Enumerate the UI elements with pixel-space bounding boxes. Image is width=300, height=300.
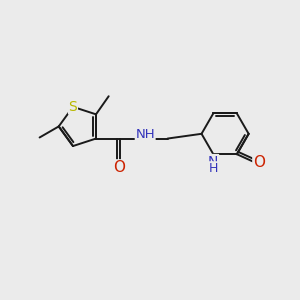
Text: O: O bbox=[253, 155, 265, 170]
Text: S: S bbox=[69, 100, 77, 114]
Text: NH: NH bbox=[135, 128, 155, 141]
Text: N: N bbox=[208, 154, 218, 169]
Text: H: H bbox=[208, 162, 218, 175]
Text: O: O bbox=[114, 160, 126, 175]
